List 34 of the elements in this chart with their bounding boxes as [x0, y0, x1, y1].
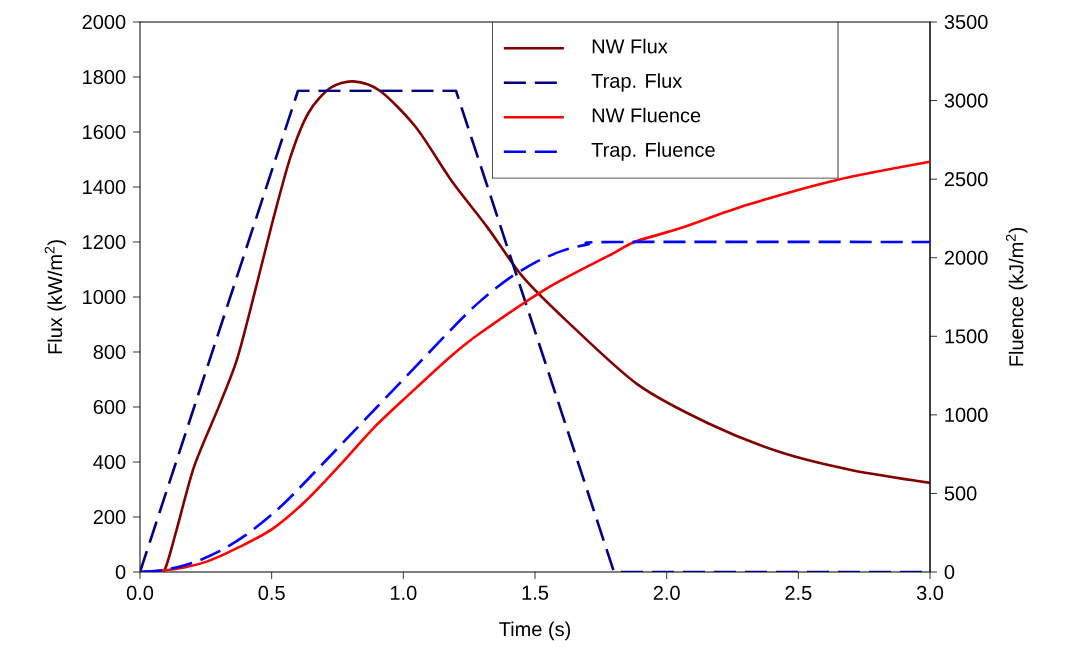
x-tick-label: 2.5 — [785, 585, 812, 601]
y2-tick-label: 1500 — [945, 329, 988, 344]
y-tick-label: 1600 — [83, 124, 126, 140]
y-tick-label: 200 — [93, 509, 126, 525]
y2-tick-label: 2500 — [944, 172, 988, 187]
y2-axis-title: Fluence (kJ/m$^{2}$) — [1005, 227, 1028, 366]
y2-tick-label: 0 — [944, 564, 955, 580]
y-tick-label: 800 — [93, 344, 126, 360]
y2-tick-label: 1000 — [945, 407, 988, 422]
y-tick-label: 2000 — [82, 14, 126, 30]
legend-label: NW Flux — [592, 38, 668, 54]
legend-label: Trap. Fluence — [591, 142, 715, 161]
y-tick-label: 1800 — [83, 69, 126, 85]
y-tick-label: 1200 — [83, 234, 126, 250]
y2-tick-label: 2000 — [944, 250, 988, 265]
x-tick-label: 1.0 — [390, 585, 417, 601]
line-series — [140, 240, 931, 572]
x-tick-label: 0.5 — [258, 585, 285, 601]
y-tick-label: 0 — [115, 564, 126, 580]
x-tick-label: 0.0 — [126, 585, 154, 601]
legend-label: Trap. Flux — [591, 73, 683, 92]
y-tick-label: 1000 — [83, 289, 126, 305]
y2-tick-label: 3000 — [944, 93, 988, 108]
x-tick-label: 3.0 — [916, 585, 944, 601]
y-tick-label: 600 — [93, 399, 126, 415]
x-tick-label: 2.0 — [653, 585, 680, 601]
legend-label: NW Fluence — [592, 107, 701, 123]
y2-tick-label: 3500 — [944, 14, 988, 30]
x-tick-label: 1.5 — [522, 585, 549, 600]
x-axis-title: Time (s) — [499, 621, 571, 641]
y2-tick-label: 500 — [944, 486, 977, 501]
y-tick-label: 1400 — [83, 179, 126, 195]
y-axis-title: Flux (kW/m$^{2}$) — [44, 240, 67, 354]
y-tick-label: 400 — [93, 454, 126, 470]
